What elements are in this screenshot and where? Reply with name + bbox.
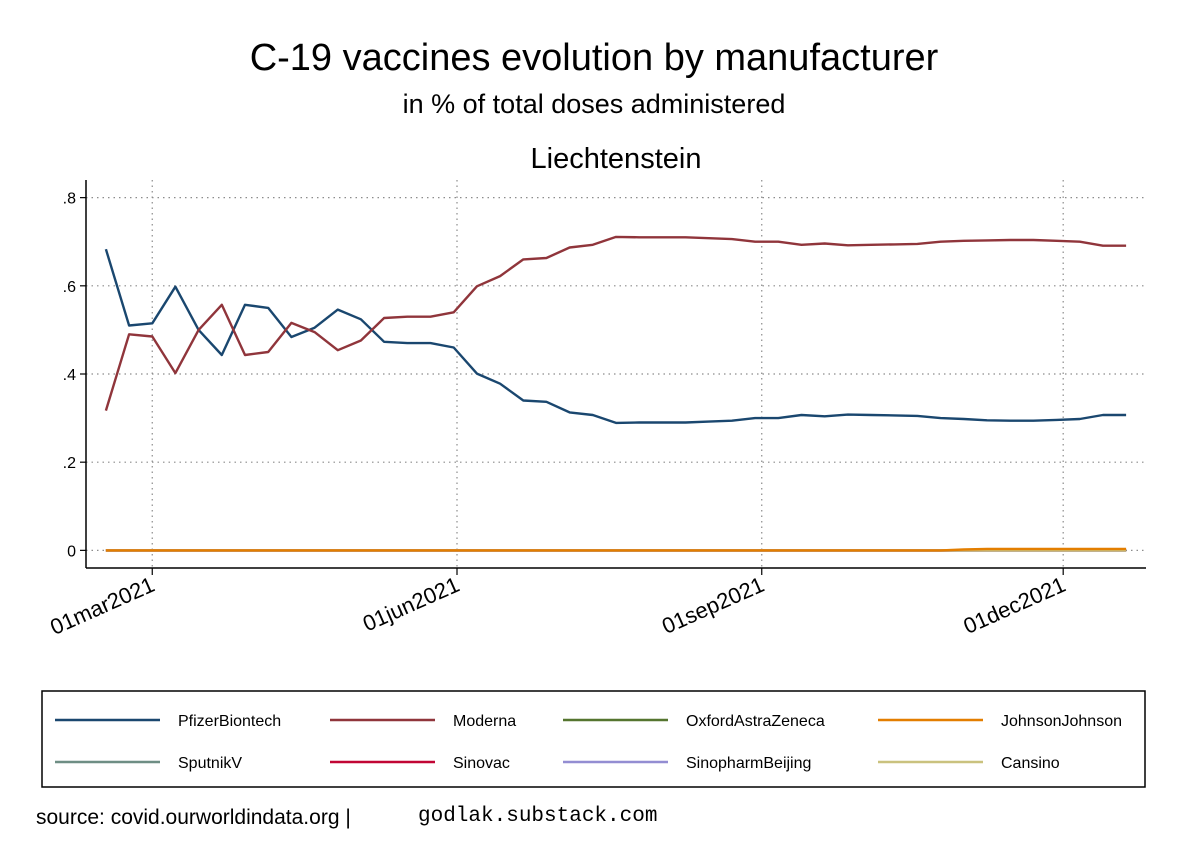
legend-label: Moderna (453, 713, 516, 730)
site-text: godlak.substack.com (418, 805, 657, 828)
y-tick-label: .4 (63, 367, 76, 384)
legend: PfizerBiontech Moderna OxfordAstraZeneca Jo… (55, 713, 1122, 772)
panel-title: Liechtenstein (531, 143, 702, 175)
legend-label: OxfordAstraZeneca (686, 713, 825, 730)
series-lines (104, 235, 1127, 552)
y-ticks: 0 .2 .4 .6 .8 (63, 191, 86, 560)
chart-title: C-19 vaccines evolution by manufacturer (250, 37, 939, 79)
series-line-pfizerbiontech (104, 248, 1127, 425)
grid (86, 180, 1146, 568)
x-tick-label: 01jun2021 (359, 572, 463, 637)
legend-label: SinopharmBeijing (686, 755, 811, 772)
series-line-moderna (104, 235, 1127, 411)
axes (85, 180, 1146, 569)
legend-label: SputnikV (178, 755, 242, 772)
legend-box (41, 690, 1146, 788)
chart-subtitle: in % of total doses administered (403, 89, 786, 119)
x-tick-label: 01dec2021 (960, 572, 1070, 639)
legend-label: JohnsonJohnson (1001, 713, 1122, 730)
legend-label: PfizerBiontech (178, 713, 281, 730)
series-line-johnsonjohnson (105, 547, 1127, 552)
y-tick-label: .6 (63, 279, 76, 296)
x-tick-label: 01sep2021 (658, 572, 768, 639)
y-tick-label: 0 (67, 543, 76, 560)
y-tick-label: .2 (63, 455, 76, 472)
legend-label: Cansino (1001, 755, 1060, 772)
y-tick-label: .8 (63, 191, 76, 208)
x-ticks: 01mar2021 01jun2021 01sep2021 01dec2021 (46, 568, 1069, 640)
legend-label: Sinovac (453, 755, 510, 772)
x-tick-label: 01mar2021 (46, 572, 158, 640)
source-text: source: covid.ourworldindata.org | (36, 806, 351, 829)
